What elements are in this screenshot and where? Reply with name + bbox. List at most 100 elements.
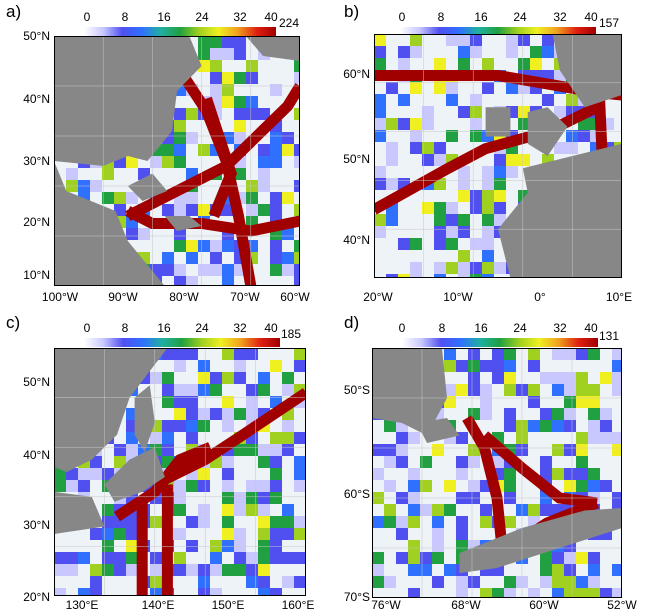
grid-cell <box>150 564 162 576</box>
grid-cell <box>554 142 566 154</box>
grid-cell <box>162 372 174 384</box>
grid-cell <box>480 396 492 408</box>
grid-cell <box>234 528 246 540</box>
grid-cell <box>186 540 198 552</box>
grid-cell <box>114 444 126 456</box>
grid-cell <box>162 252 174 264</box>
grid-cell <box>222 48 234 60</box>
grid-cell <box>78 588 90 596</box>
grid-cell <box>78 552 90 564</box>
grid-cell <box>270 264 282 276</box>
grid-cell <box>434 58 446 70</box>
grid-cell <box>186 432 198 444</box>
grid-cell <box>186 516 198 528</box>
grid-cell <box>186 408 198 420</box>
grid-cell <box>282 264 294 276</box>
grid-cell <box>150 552 162 564</box>
grid-cell <box>564 576 576 588</box>
grid-cell <box>482 82 494 94</box>
grid-cell <box>78 480 90 492</box>
grid-cell <box>540 456 552 468</box>
colorbar-tick: 8 <box>437 10 445 24</box>
grid-cell <box>222 408 234 420</box>
grid-cell <box>494 214 506 226</box>
grid-cell <box>234 108 246 120</box>
grid-cell <box>600 432 612 444</box>
lon-label: 76°W <box>371 598 401 612</box>
grid-cell <box>444 564 456 576</box>
grid-cell <box>564 552 576 564</box>
grid-cell <box>458 46 470 58</box>
grid-cell <box>518 34 530 46</box>
grid-cell <box>374 166 386 178</box>
grid-cell <box>482 178 494 190</box>
grid-cell <box>384 456 396 468</box>
grid-cell <box>174 120 186 132</box>
grid-cell <box>270 588 282 596</box>
grid-cell <box>446 262 458 274</box>
grid-cell <box>456 516 468 528</box>
grid-cell <box>446 238 458 250</box>
grid-cell <box>210 36 222 48</box>
land-mass <box>54 348 168 472</box>
grid-cell <box>434 142 446 154</box>
grid-cell <box>588 432 600 444</box>
grid-cell <box>518 58 530 70</box>
grid-cell <box>246 204 258 216</box>
colorbar-max: 185 <box>281 327 302 341</box>
grid-cell <box>198 480 210 492</box>
grid-cell <box>528 348 540 360</box>
grid-cell <box>186 132 198 144</box>
grid-cell <box>258 588 270 596</box>
grid-cell <box>384 576 396 588</box>
grid-cell <box>246 192 258 204</box>
grid-cell <box>386 82 398 94</box>
grid-cell <box>114 204 126 216</box>
grid-cell <box>174 396 186 408</box>
grid-cell <box>600 420 612 432</box>
grid-cell <box>282 420 294 432</box>
grid-cell <box>126 228 138 240</box>
grid-cell <box>422 106 434 118</box>
colorbar <box>402 338 598 347</box>
grid-cell <box>468 348 480 360</box>
grid-cell <box>434 154 446 166</box>
grid-cell <box>408 588 420 598</box>
grid-cell <box>372 552 384 564</box>
grid-cell <box>458 190 470 202</box>
grid-cell <box>528 384 540 396</box>
grid-cell <box>270 240 282 252</box>
grid-cell <box>162 156 174 168</box>
grid-cell <box>282 144 294 156</box>
grid-cell <box>470 190 482 202</box>
grid-cell <box>258 504 270 516</box>
grid-cell <box>174 144 186 156</box>
grid-cell <box>468 444 480 456</box>
grid-cell <box>564 564 576 576</box>
land-mass <box>498 143 622 278</box>
grid-cell <box>458 106 470 118</box>
lat-label: 30°N <box>23 154 50 168</box>
grid-cell <box>504 384 516 396</box>
grid-cell <box>234 564 246 576</box>
heatmap-canvas <box>54 348 306 596</box>
grid-cell <box>576 432 588 444</box>
grid-cell <box>234 96 246 108</box>
grid-cell <box>234 72 246 84</box>
grid-cell <box>410 274 422 278</box>
grid-cell <box>270 132 282 144</box>
grid-cell <box>210 372 222 384</box>
grid-cell <box>270 492 282 504</box>
grid-cell <box>66 552 78 564</box>
grid-cell <box>504 576 516 588</box>
shipping-lane <box>462 415 508 549</box>
grid-cell <box>198 204 210 216</box>
grid-cell <box>258 456 270 468</box>
grid-cell <box>258 444 270 456</box>
grid-cell <box>494 262 506 274</box>
grid-cell <box>540 408 552 420</box>
grid-cell <box>552 588 564 598</box>
grid-cell <box>198 408 210 420</box>
grid-cell <box>566 142 578 154</box>
grid-cell <box>384 504 396 516</box>
